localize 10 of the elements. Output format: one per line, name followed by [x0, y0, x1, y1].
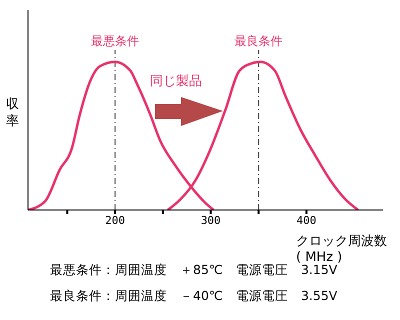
y-axis-title: 収率 — [6, 96, 20, 130]
x-tick-label: 400 — [296, 214, 316, 227]
x-tick-label: 200 — [105, 214, 126, 227]
annotation: 同じ製品 — [150, 73, 202, 90]
x-axis-title: クロック周波数 ( MHz ) — [296, 234, 387, 265]
text: 最良条件：周囲温度 －40℃ 電源電圧 3.55V — [50, 288, 338, 305]
x-tick-label: 300 — [200, 214, 221, 227]
ref-line-label: 最良条件 — [234, 34, 283, 48]
text: 最悪条件：周囲温度 ＋85℃ 電源電圧 3.15V — [50, 262, 338, 279]
ref-line-label: 最悪条件 — [91, 34, 140, 48]
